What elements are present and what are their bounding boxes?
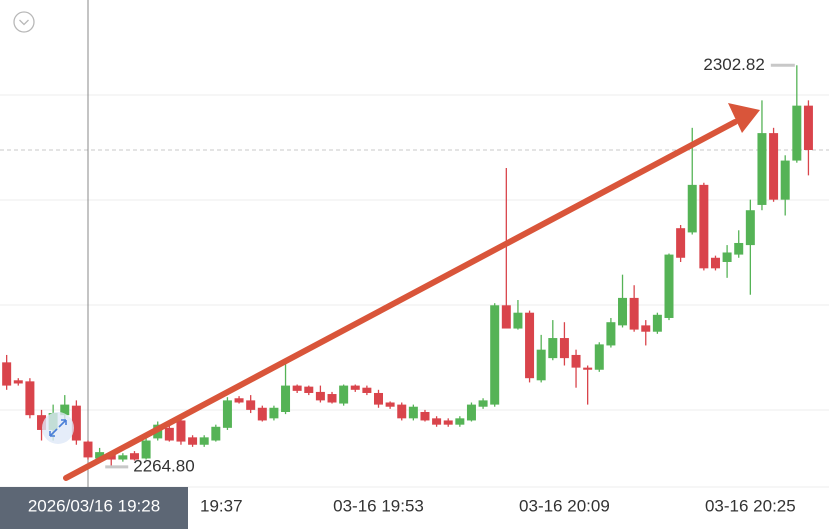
- arrow-head: [728, 103, 760, 133]
- candle-body: [780, 160, 790, 200]
- candle-body: [2, 362, 12, 386]
- candle-body: [420, 411, 430, 421]
- zoom-arrows: [49, 419, 67, 437]
- candle-body: [281, 385, 291, 412]
- candle-body: [60, 404, 70, 416]
- candle-body: [618, 297, 628, 326]
- candle-body: [432, 418, 442, 425]
- zoom-bg: [42, 412, 74, 444]
- candle-body: [583, 367, 593, 370]
- candle-body: [594, 344, 604, 370]
- candle-body: [606, 322, 616, 346]
- candle-body: [95, 452, 105, 459]
- icon-circle: [13, 11, 35, 33]
- candle-body: [118, 455, 128, 460]
- candle-body: [652, 314, 662, 332]
- zoom-icon[interactable]: [42, 412, 74, 444]
- candle-body: [199, 437, 209, 445]
- candle-body: [536, 349, 546, 381]
- collapse-icon[interactable]: [13, 11, 35, 33]
- candle-body: [548, 338, 558, 359]
- candle-body: [501, 305, 511, 329]
- trend-arrow: [63, 103, 760, 481]
- candle-body: [455, 418, 465, 425]
- candle-body: [83, 441, 93, 458]
- x-tick-label: 03-16 19:53: [333, 496, 424, 515]
- candle-body: [385, 402, 395, 407]
- icon-chevron: [19, 19, 29, 26]
- candle-body: [687, 184, 697, 233]
- candle-body: [757, 133, 767, 205]
- candle-body: [304, 386, 314, 393]
- candle-body: [211, 426, 221, 441]
- candle-body: [315, 391, 325, 401]
- candle-body: [676, 228, 686, 258]
- crosshair-label: 2026/03/16 19:28: [28, 496, 160, 515]
- candle-body: [408, 406, 418, 419]
- x-tick-label: 03-16 20:09: [519, 496, 610, 515]
- candle-body: [71, 405, 81, 441]
- crosshair-box: [0, 487, 188, 529]
- candle-body: [478, 400, 488, 407]
- candle-body: [292, 385, 302, 391]
- candle-body: [397, 404, 407, 419]
- candle-body: [571, 354, 581, 368]
- min-label: 2264.80: [133, 456, 194, 475]
- candle-body: [350, 385, 360, 390]
- candle-body: [188, 437, 198, 445]
- max-label: 2302.82: [703, 55, 764, 74]
- overlay: 2302.82 2264.80 19:37 03-16 19:53 03-16 20:0…: [0, 55, 796, 529]
- candle-body: [339, 385, 349, 404]
- candle-body: [699, 184, 709, 269]
- candle-body: [466, 404, 476, 421]
- candle-body: [734, 242, 744, 255]
- candle-body: [490, 305, 500, 405]
- candle-body: [443, 420, 453, 425]
- x-tick-label: 03-16 20:25: [705, 496, 796, 515]
- candle-body: [664, 254, 674, 318]
- candle-body: [525, 312, 535, 379]
- candle-body: [176, 420, 186, 442]
- candle-body: [374, 392, 383, 405]
- candle-body: [269, 407, 279, 419]
- x-tick-label: 19:37: [200, 496, 243, 515]
- candle-body: [629, 297, 639, 330]
- candle-body: [792, 105, 802, 161]
- candle-body: [803, 105, 813, 151]
- candle-body: [769, 133, 779, 200]
- candle-body: [246, 400, 256, 410]
- arrow-shaft: [63, 119, 738, 481]
- candle-body: [722, 252, 732, 262]
- candle-body: [559, 338, 569, 359]
- candle-body: [129, 453, 139, 460]
- candle-body: [710, 257, 720, 269]
- candle-body: [257, 407, 267, 421]
- candle-body: [513, 312, 523, 329]
- candle-body: [13, 380, 23, 384]
- candle-body: [641, 325, 651, 332]
- candle-body: [745, 210, 755, 246]
- candle-body: [164, 427, 174, 441]
- candle-body: [362, 387, 372, 393]
- candle-body: [37, 415, 47, 430]
- candle-body: [327, 394, 337, 403]
- candle-body: [141, 440, 151, 459]
- candle-body: [234, 398, 244, 403]
- candle-body: [222, 400, 232, 428]
- candle-body: [25, 381, 35, 416]
